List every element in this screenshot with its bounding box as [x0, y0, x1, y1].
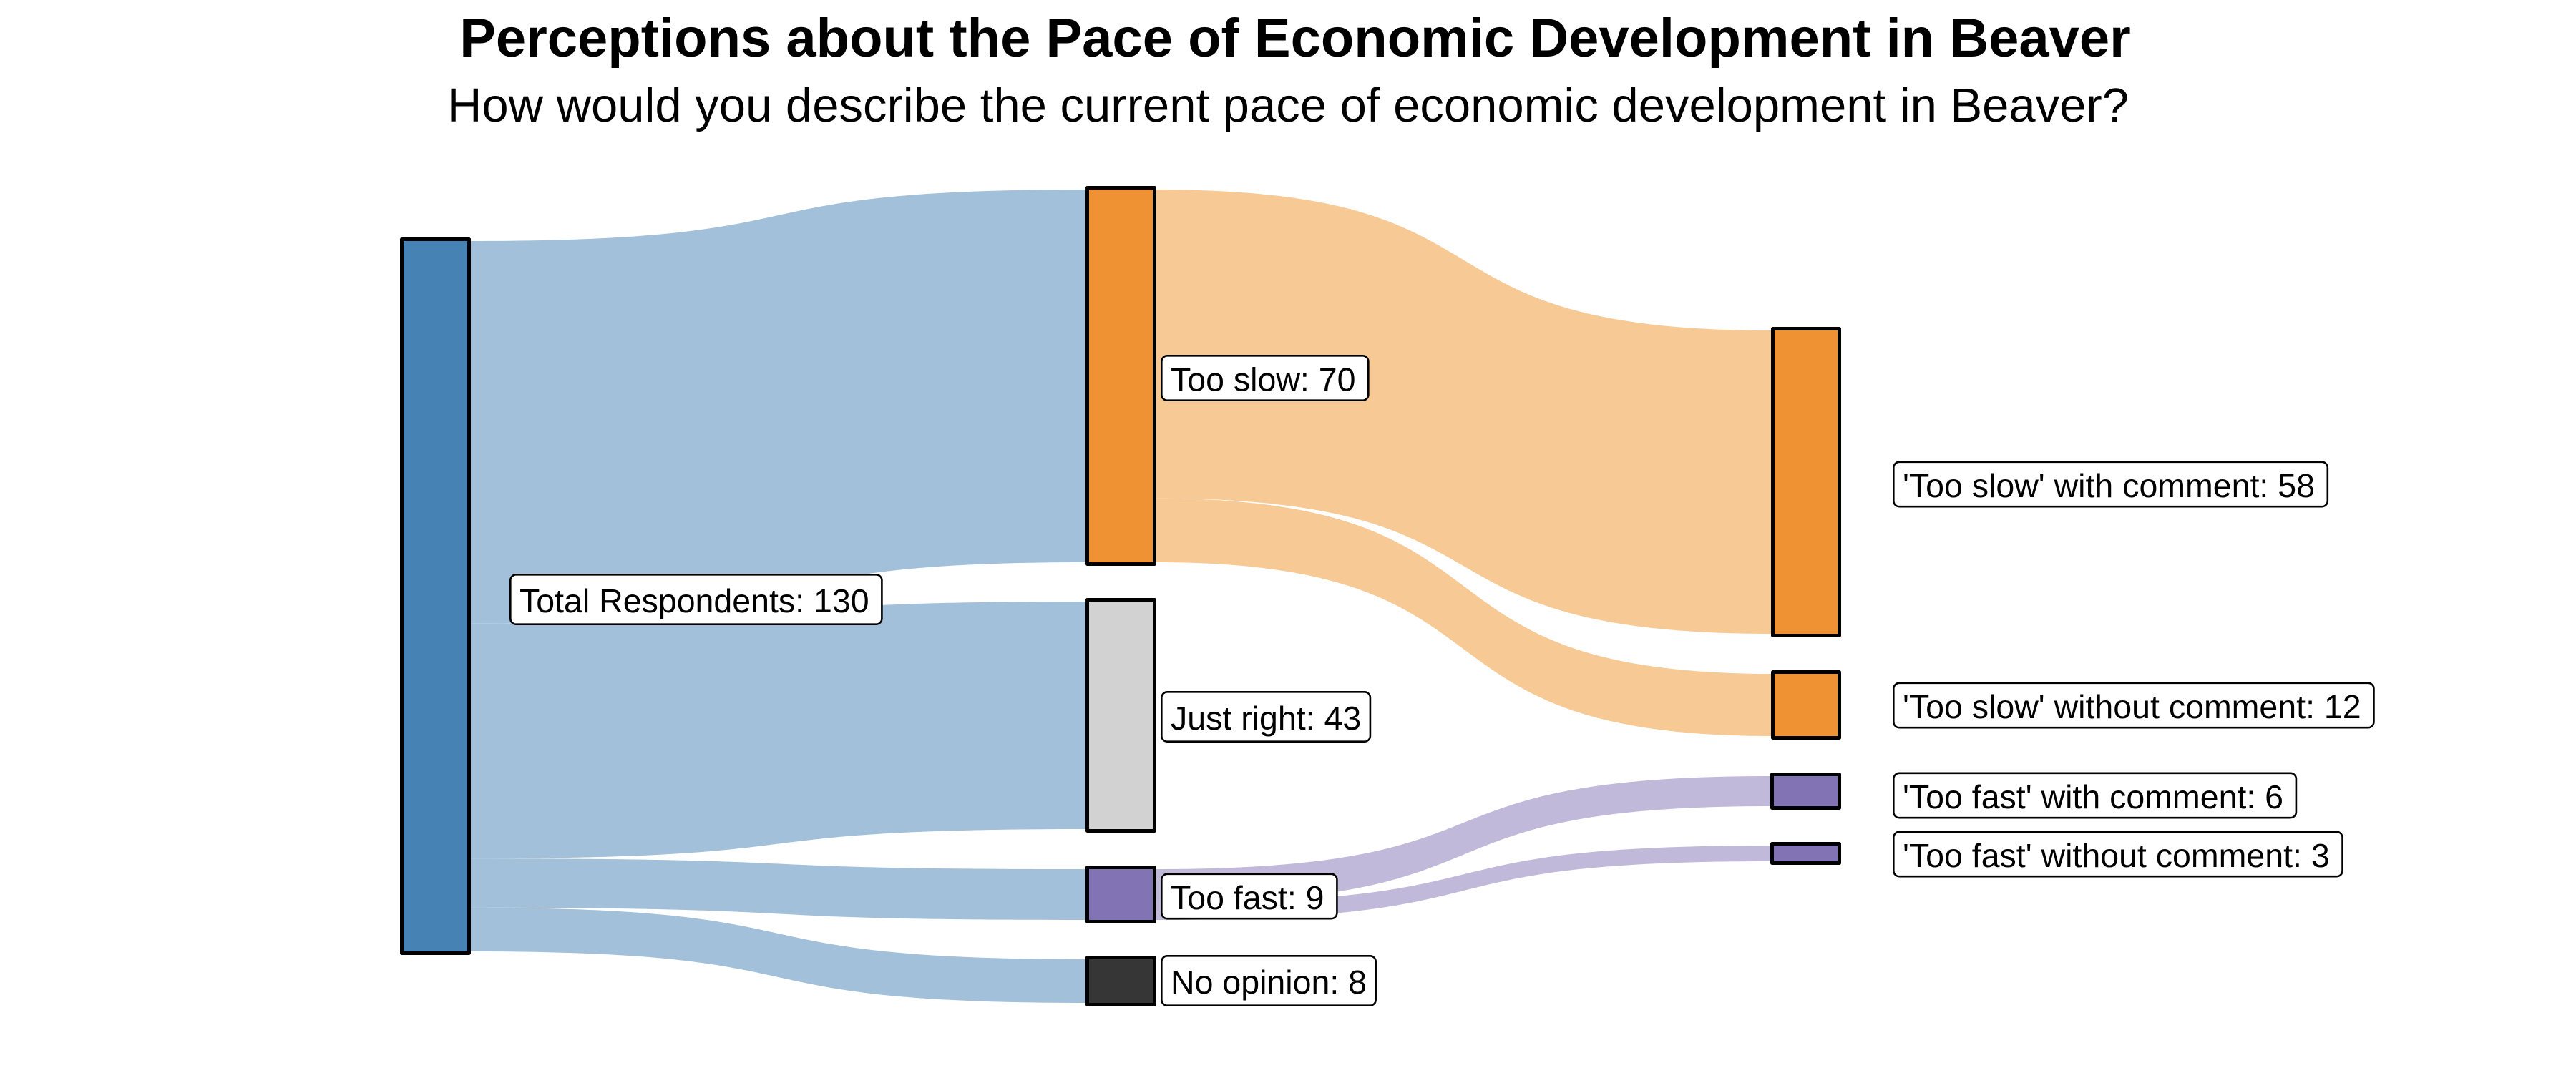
svg-text:'Too slow' without comment: 12: 'Too slow' without comment: 12: [1903, 688, 2361, 725]
svg-text:'Too slow' with comment: 58: 'Too slow' with comment: 58: [1903, 467, 2315, 504]
svg-text:'Too fast' without comment: 3: 'Too fast' without comment: 3: [1903, 837, 2330, 874]
svg-text:Total Respondents: 130: Total Respondents: 130: [519, 582, 869, 619]
svg-text:Too fast: 9: Too fast: 9: [1171, 879, 1324, 916]
svg-text:Perceptions about the Pace of: Perceptions about the Pace of Economic D…: [459, 8, 2131, 69]
svg-text:Just right: 43: Just right: 43: [1171, 700, 1361, 737]
svg-text:No opinion: 8: No opinion: 8: [1171, 964, 1367, 1001]
svg-text:Too slow: 70: Too slow: 70: [1171, 361, 1355, 398]
svg-text:'Too fast' with comment: 6: 'Too fast' with comment: 6: [1903, 778, 2283, 815]
svg-text:How would you describe the cur: How would you describe the current pace …: [447, 79, 2129, 132]
